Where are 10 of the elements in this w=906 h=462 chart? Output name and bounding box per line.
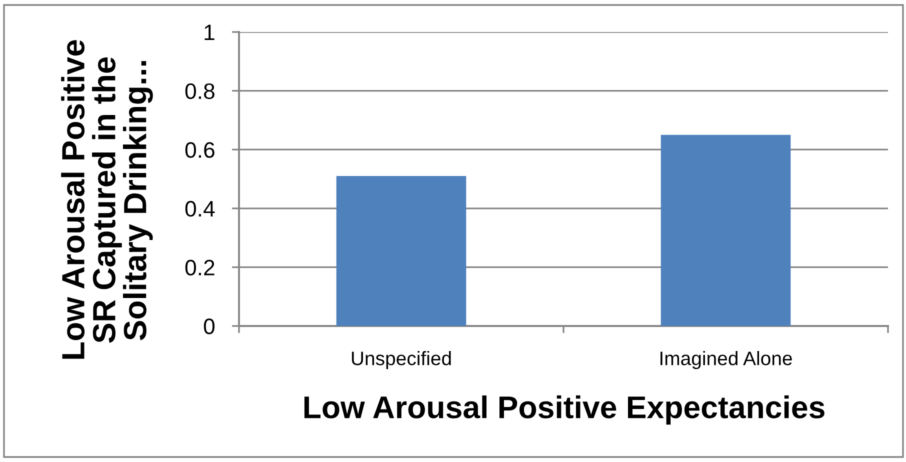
y-tick-label: 0.8 (185, 83, 214, 100)
y-tick-label: 0 (204, 318, 215, 334)
y-tick-label: 0.6 (185, 142, 214, 158)
x-tick-label: Unspecified (352, 351, 451, 370)
y-tick-label: 0.4 (185, 200, 215, 217)
x-tick-label: Imagined Alone (660, 351, 792, 370)
y-tick-label: 0.2 (185, 260, 214, 276)
x-axis-title: Low Arousal Positive Expectancies (304, 395, 824, 425)
y-tick-label: 1 (204, 24, 214, 40)
y-axis-title: Low Arousal Positive SR Captured in the Solitary Drinking... (61, 40, 153, 359)
